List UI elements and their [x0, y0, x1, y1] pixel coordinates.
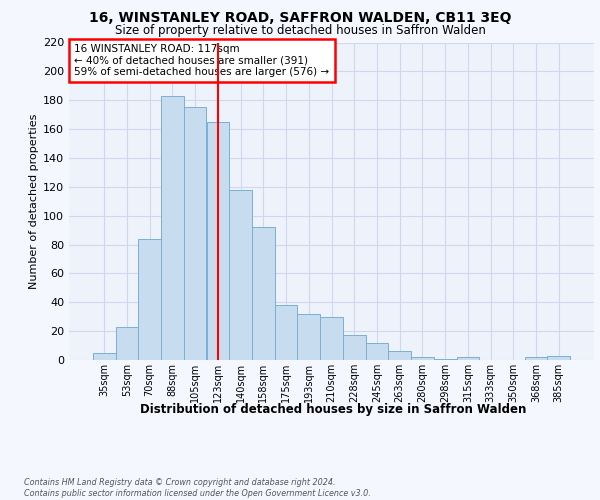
Bar: [320, 316, 343, 360]
Bar: [184, 108, 206, 360]
Bar: [388, 352, 411, 360]
Bar: [411, 357, 434, 360]
Bar: [139, 239, 161, 360]
Text: Contains HM Land Registry data © Crown copyright and database right 2024.
Contai: Contains HM Land Registry data © Crown c…: [24, 478, 371, 498]
Text: 16, WINSTANLEY ROAD, SAFFRON WALDEN, CB11 3EQ: 16, WINSTANLEY ROAD, SAFFRON WALDEN, CB1…: [89, 11, 511, 25]
Y-axis label: Number of detached properties: Number of detached properties: [29, 114, 39, 289]
Bar: [161, 96, 184, 360]
Bar: [343, 336, 365, 360]
Bar: [524, 357, 547, 360]
Bar: [93, 353, 116, 360]
Bar: [116, 327, 139, 360]
Text: Size of property relative to detached houses in Saffron Walden: Size of property relative to detached ho…: [115, 24, 485, 37]
Bar: [229, 190, 252, 360]
Bar: [434, 358, 457, 360]
Bar: [298, 314, 320, 360]
Bar: [206, 122, 229, 360]
Bar: [275, 305, 298, 360]
Bar: [457, 357, 479, 360]
Bar: [365, 342, 388, 360]
Bar: [252, 227, 275, 360]
Text: 16 WINSTANLEY ROAD: 117sqm
← 40% of detached houses are smaller (391)
59% of sem: 16 WINSTANLEY ROAD: 117sqm ← 40% of deta…: [74, 44, 329, 78]
Bar: [547, 356, 570, 360]
Text: Distribution of detached houses by size in Saffron Walden: Distribution of detached houses by size …: [140, 402, 526, 415]
